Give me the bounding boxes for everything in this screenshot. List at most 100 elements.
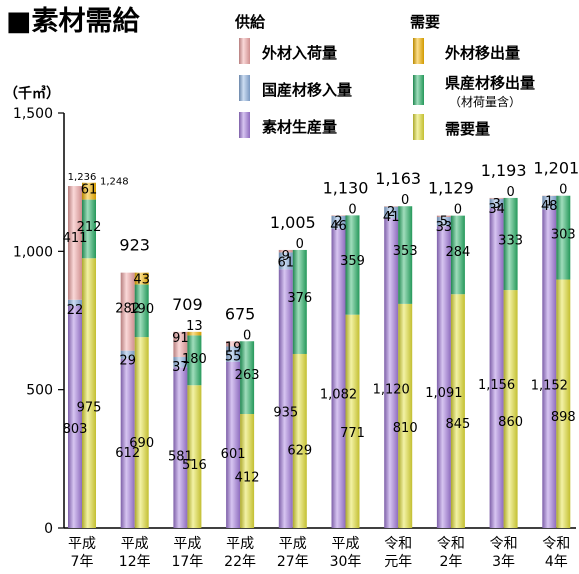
- label-production: 601: [221, 447, 246, 462]
- legend-label-demand: 需要量: [445, 120, 490, 138]
- supply-bar-production: [278, 269, 293, 528]
- x-category-label: 17年: [171, 554, 203, 570]
- x-category-label: 30年: [330, 554, 362, 570]
- supply-bar-production: [68, 305, 82, 528]
- x-category-label: 平成: [332, 536, 360, 552]
- x-category-label: 平成: [173, 536, 201, 552]
- legend-note-transfer-out: （材荷量含）: [449, 94, 521, 109]
- label-production: 1,082: [320, 387, 357, 402]
- x-category-label: 3年: [492, 554, 515, 570]
- x-category-label: 平成: [68, 536, 96, 552]
- label-transfer-in: 61: [278, 255, 295, 270]
- label-production: 1,091: [425, 386, 462, 401]
- unit-label: （千㎥）: [4, 85, 60, 102]
- label-transfer-out: 303: [551, 227, 576, 242]
- label-export: 61: [81, 183, 98, 198]
- legend-label-transfer-out: 県産材移出量: [445, 74, 535, 92]
- bar-series: [68, 182, 571, 528]
- supply-bar-production: [542, 209, 557, 528]
- supply-bar-import: [489, 197, 504, 199]
- label-import: 282: [115, 302, 140, 317]
- label-supply-total: 709: [172, 295, 203, 314]
- x-category-label: 2年: [439, 554, 462, 570]
- label-production: 581: [168, 450, 193, 465]
- legend-label-production: 素材生産量: [262, 118, 337, 136]
- label-supply-total: 1,130: [323, 178, 369, 197]
- label-supply-total: 1,236: [68, 172, 97, 183]
- supply-bar-transfer-in: [542, 196, 557, 210]
- label-transfer-in: 55: [225, 350, 242, 365]
- demand-bar-transfer-out: [503, 197, 518, 291]
- demand-bar-transfer-out: [187, 335, 202, 386]
- x-category-label: 令和: [384, 536, 412, 552]
- label-import: 91: [172, 331, 189, 346]
- demand-bar-export: [187, 331, 202, 336]
- label-demand: 810: [393, 421, 418, 436]
- label-transfer-out: 263: [235, 368, 260, 383]
- label-supply-total: 1,201: [533, 159, 579, 178]
- demand-bar-demand: [82, 258, 96, 528]
- demand-bar-transfer-out: [556, 195, 571, 280]
- label-import: 19: [225, 340, 242, 355]
- supply-bar-import: [120, 272, 135, 351]
- label-import: 9: [282, 249, 290, 264]
- supply-bar-production: [384, 218, 399, 528]
- label-demand: 412: [235, 471, 260, 486]
- label-demand: 845: [445, 417, 470, 432]
- legend-swatch-export: [413, 38, 424, 64]
- x-category-label: 元年: [384, 554, 412, 570]
- x-category-label: 令和: [490, 536, 518, 552]
- supply-bar-transfer-in: [278, 252, 293, 270]
- label-demand: 860: [498, 415, 523, 430]
- label-transfer-in: 48: [541, 199, 558, 214]
- label-transfer-out: 190: [129, 302, 154, 317]
- label-import: 3: [492, 197, 500, 212]
- label-transfer-out: 376: [287, 291, 312, 306]
- supply-bar-transfer-in: [68, 299, 82, 306]
- label-production: 803: [63, 422, 88, 437]
- legend-label-transfer-in: 国産材移入量: [262, 81, 352, 99]
- label-import: 1: [545, 195, 553, 210]
- label-transfer-in: 29: [119, 354, 136, 369]
- legend-swatch-transfer-in: [239, 75, 250, 101]
- label-import: 5: [440, 215, 448, 230]
- supply-bar-production: [331, 228, 346, 528]
- supply-bar-import: [278, 249, 293, 253]
- label-supply-total: 1,129: [428, 179, 474, 198]
- label-demand: 516: [182, 458, 207, 473]
- x-category-label: 令和: [437, 536, 465, 552]
- demand-bar-transfer-out: [292, 249, 307, 354]
- label-transfer-in: 37: [172, 360, 189, 375]
- supply-bar-production: [226, 361, 241, 528]
- label-transfer-out: 212: [77, 220, 102, 235]
- y-tick-label: 1,000: [13, 244, 53, 260]
- demand-bar-export: [134, 272, 149, 285]
- supply-bar-transfer-in: [384, 206, 399, 219]
- label-production: 1,152: [531, 379, 568, 394]
- label-export: 0: [559, 183, 567, 198]
- label-supply-total: 1,193: [481, 161, 527, 180]
- demand-bar-demand: [398, 303, 413, 528]
- x-category-label: 平成: [226, 536, 254, 552]
- supply-bar-import: [384, 206, 399, 207]
- legend-demand-title: 需要: [410, 13, 440, 31]
- demand-bar-demand: [503, 290, 518, 528]
- demand-bar-demand: [187, 385, 202, 528]
- y-tick-label: 500: [26, 383, 53, 399]
- x-category-label: 27年: [277, 554, 309, 570]
- label-demand-total: 1,248: [100, 177, 129, 188]
- legend-supply-title: 供給: [234, 13, 266, 31]
- label-transfer-in: 22: [67, 303, 84, 318]
- label-export: 13: [186, 319, 203, 334]
- label-supply-total: 1,163: [375, 169, 421, 188]
- label-import: 2: [387, 205, 395, 220]
- demand-bar-transfer-out: [450, 215, 465, 295]
- label-transfer-out: 359: [340, 254, 365, 269]
- label-demand: 975: [77, 401, 102, 416]
- y-tick-label: 0: [44, 521, 53, 537]
- label-import: 411: [63, 231, 88, 246]
- demand-bar-demand: [556, 279, 571, 528]
- supply-bar-import: [331, 215, 346, 216]
